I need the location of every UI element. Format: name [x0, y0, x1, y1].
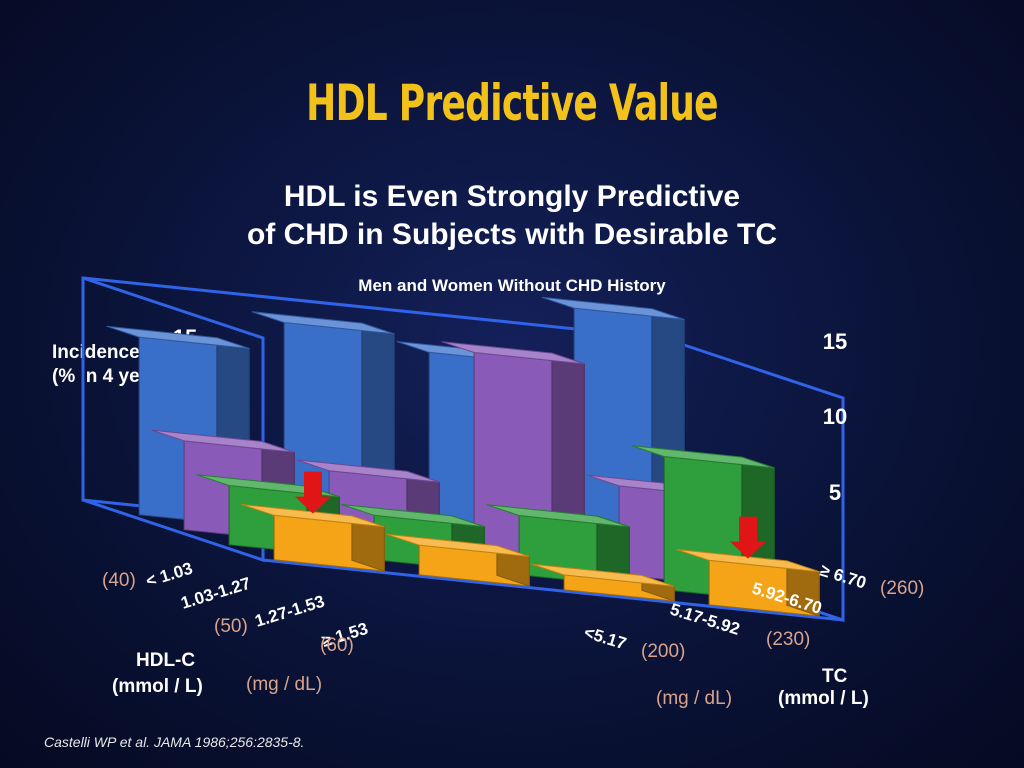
bar-top-face [541, 296, 685, 320]
bar-top-face [341, 504, 485, 528]
tc-mg-label: (230) [766, 629, 810, 650]
bar-top-face [241, 504, 385, 528]
red-arrow-icon [295, 471, 331, 514]
tc-category-label: <5.17 [582, 623, 629, 654]
tc-axis-unit-alt: (mg / dL) [656, 688, 732, 709]
bar-top-face [106, 325, 250, 349]
tc-mg-label: (200) [641, 641, 685, 662]
tc-axis-title-line-1: TC [822, 666, 848, 687]
bar-top-face [676, 549, 820, 573]
hdl-mg-label: (60) [320, 635, 354, 656]
red-arrow-icon [730, 516, 766, 559]
tc-axis-title-line-2: (mmol / L) [778, 688, 869, 709]
bar-top-face [631, 445, 775, 469]
subtitle-line-2: of CHD in Subjects with Desirable TC [246, 218, 778, 251]
chart-title: Men and Women Without CHD History [358, 276, 666, 295]
y-axis-title-line-1: Incidence [52, 342, 140, 363]
tc-mg-label: (260) [880, 578, 924, 599]
chart-floor-edge [262, 558, 844, 622]
hdl-axis-title-line-1: HDL-C [136, 650, 195, 671]
bar-top-face [486, 504, 630, 528]
slide-title: HDL Predictive Value [306, 74, 718, 132]
bar-top-face [251, 311, 395, 335]
bar-top-face [531, 563, 675, 587]
bar-top-face [386, 533, 530, 557]
hdl-category-label: 1.03-1.27 [179, 574, 253, 613]
hdl-category-label: 1.27-1.53 [253, 592, 327, 631]
y-tick-label-right: 15 [823, 329, 847, 354]
y-tick-label-right: 5 [829, 480, 841, 505]
bar-top-face [296, 459, 440, 483]
y-tick-label-right: 10 [823, 404, 847, 429]
slide-subtitle: HDL is Even Strongly Predictive of CHD i… [0, 178, 1024, 254]
hdl-mg-label: (50) [214, 616, 248, 637]
hdl-axis-title-line-2: (mmol / L) [112, 676, 203, 697]
hdl-mg-label: (40) [102, 570, 136, 591]
citation: Castelli WP et al. JAMA 1986;256:2835-8. [44, 734, 305, 750]
hdl-axis-unit-alt: (mg / dL) [246, 674, 322, 695]
hdl-category-label: < 1.03 [144, 559, 195, 591]
bar-top-face [441, 341, 585, 365]
subtitle-line-1: HDL is Even Strongly Predictive [283, 180, 741, 213]
bar-top-face [151, 429, 295, 453]
